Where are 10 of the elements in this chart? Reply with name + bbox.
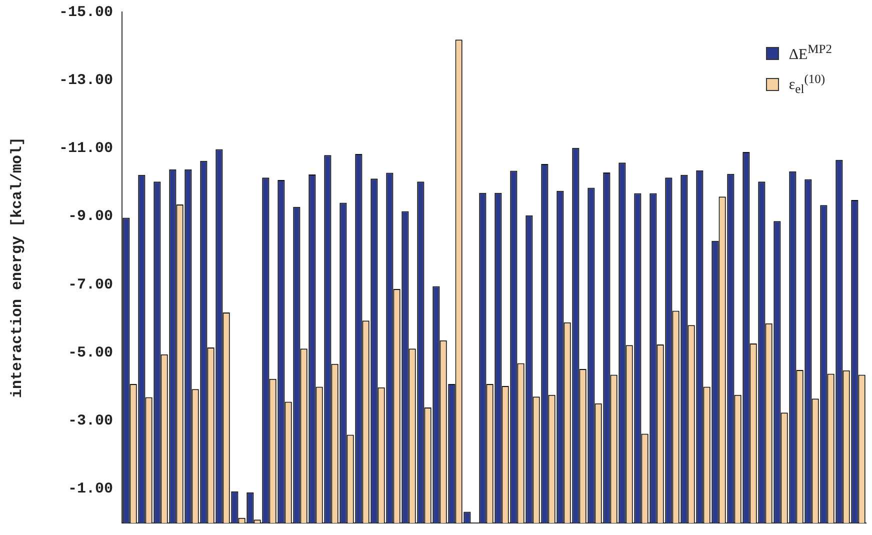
- y-tick-label: -1.00: [68, 480, 113, 498]
- y-tick-label: -15.00: [58, 4, 113, 21]
- y-tick-label: -13.00: [58, 72, 113, 89]
- y-tick-label: -5.00: [68, 344, 113, 362]
- legend-label: ΔE$^{MP2}$: [788, 42, 832, 64]
- y-tick-label: -7.00: [68, 276, 113, 294]
- y-tick-label: -9.00: [68, 208, 113, 226]
- y-tick-label: -11.00: [58, 140, 113, 158]
- y-axis-title: interaction energy [kcal/mol]: [8, 136, 26, 398]
- y-tick-label: -3.00: [68, 412, 113, 430]
